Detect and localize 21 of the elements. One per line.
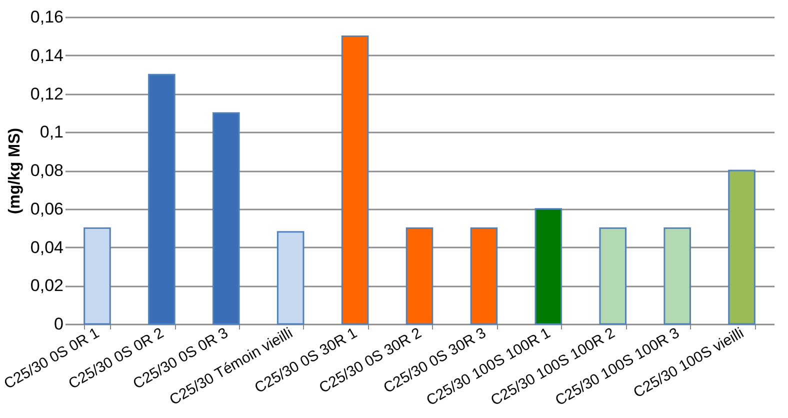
y-tick-label: 0,12	[30, 84, 64, 104]
bar	[664, 227, 691, 325]
bar	[276, 231, 304, 325]
y-tick-label: 0,06	[30, 199, 64, 218]
bar	[84, 227, 111, 325]
bar	[470, 227, 498, 325]
y-tick-label: 0,04	[30, 238, 64, 257]
bar	[341, 35, 369, 325]
bar	[148, 74, 176, 325]
bar	[599, 227, 627, 325]
bar	[534, 208, 562, 325]
y-tick-label: 0,16	[30, 8, 64, 26]
bar	[212, 112, 240, 325]
bar	[728, 170, 756, 325]
y-tick-label: 0,1	[40, 122, 64, 142]
y-tick-label: 0,14	[30, 46, 64, 65]
y-tick-label: 0	[54, 314, 64, 334]
bar	[406, 227, 434, 325]
y-axis-title: (mg/kg MS)	[6, 128, 24, 214]
y-tick-label: 0,02	[30, 276, 64, 296]
y-tick-label: 0,08	[30, 161, 64, 180]
